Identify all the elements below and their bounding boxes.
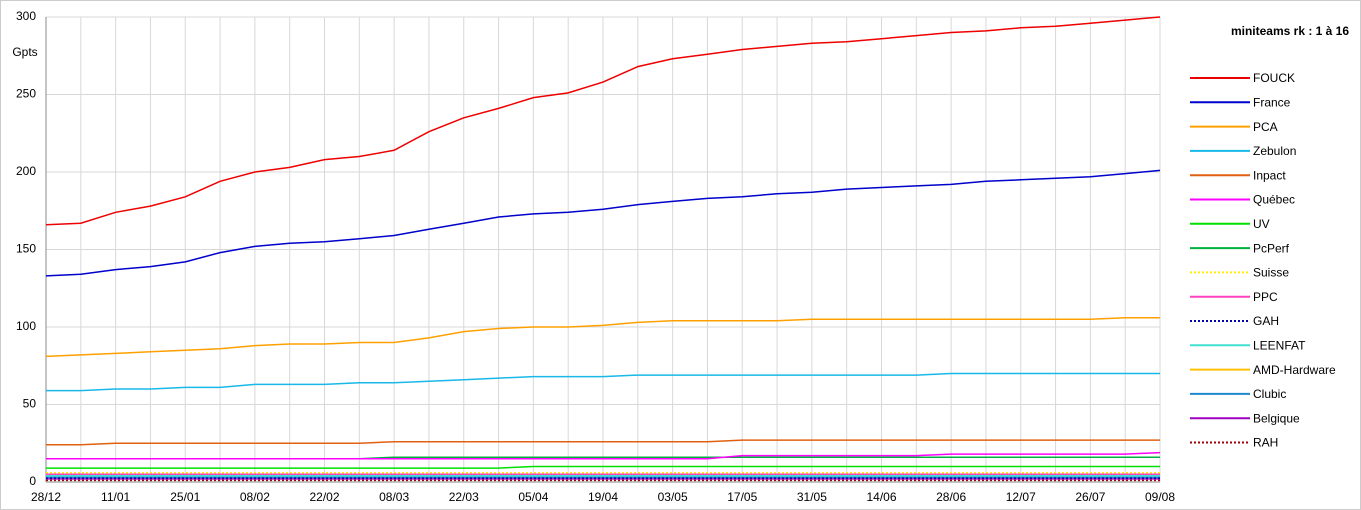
- legend-title: miniteams rk : 1 à 16: [1231, 24, 1349, 38]
- y-tick-label: 0: [29, 474, 36, 488]
- x-tick-label: 11/01: [101, 490, 130, 504]
- legend-label: PcPerf: [1253, 241, 1290, 255]
- legend-label: France: [1253, 95, 1291, 109]
- series-line: [46, 372, 1160, 392]
- x-tick-label: 25/01: [170, 490, 200, 504]
- legend-label: Zebulon: [1253, 144, 1296, 158]
- series-line: [46, 465, 1160, 469]
- x-tick-label: 14/06: [866, 490, 896, 504]
- y-tick-label: 250: [16, 87, 36, 101]
- x-tick-label: 05/04: [518, 490, 548, 504]
- x-tick-label: 22/03: [449, 490, 479, 504]
- x-tick-label: 03/05: [658, 490, 688, 504]
- legend-label: Québec: [1253, 193, 1295, 207]
- x-tick-label: 28/06: [936, 490, 966, 504]
- y-axis-label: Gpts: [12, 45, 37, 59]
- y-tick-label: 50: [23, 397, 37, 411]
- legend-label: Belgique: [1253, 411, 1300, 425]
- x-tick-label: 17/05: [727, 490, 757, 504]
- x-tick-label: 08/03: [379, 490, 409, 504]
- legend-label: Clubic: [1253, 387, 1286, 401]
- legend-label: PCA: [1253, 120, 1278, 134]
- series-line: [46, 451, 1161, 460]
- series-line: [45, 169, 1161, 277]
- legend-label: Suisse: [1253, 266, 1289, 280]
- x-tick-label: 26/07: [1075, 490, 1105, 504]
- x-tick-label: 12/07: [1006, 490, 1036, 504]
- legend-label: RAH: [1253, 436, 1278, 450]
- y-tick-label: 100: [16, 319, 36, 333]
- legend-label: LEENFAT: [1253, 338, 1306, 352]
- x-tick-label: 31/05: [797, 490, 827, 504]
- legend-label: AMD-Hardware: [1253, 363, 1336, 377]
- series-line: [46, 439, 1160, 446]
- y-tick-label: 200: [16, 164, 36, 178]
- legend-label: UV: [1253, 217, 1270, 231]
- series-line: [45, 16, 1161, 226]
- legend-label: PPC: [1253, 290, 1278, 304]
- x-tick-label: 28/12: [31, 490, 61, 504]
- legend-label: Inpact: [1253, 168, 1286, 182]
- y-tick-label: 150: [16, 242, 36, 256]
- x-tick-label: 19/04: [588, 490, 618, 504]
- x-tick-label: 09/08: [1145, 490, 1175, 504]
- legend-label: GAH: [1253, 314, 1279, 328]
- y-tick-label: 300: [16, 9, 36, 23]
- x-tick-label: 22/02: [309, 490, 339, 504]
- legend-label: FOUCK: [1253, 71, 1295, 85]
- series-line: [45, 316, 1160, 358]
- x-tick-label: 08/02: [240, 490, 270, 504]
